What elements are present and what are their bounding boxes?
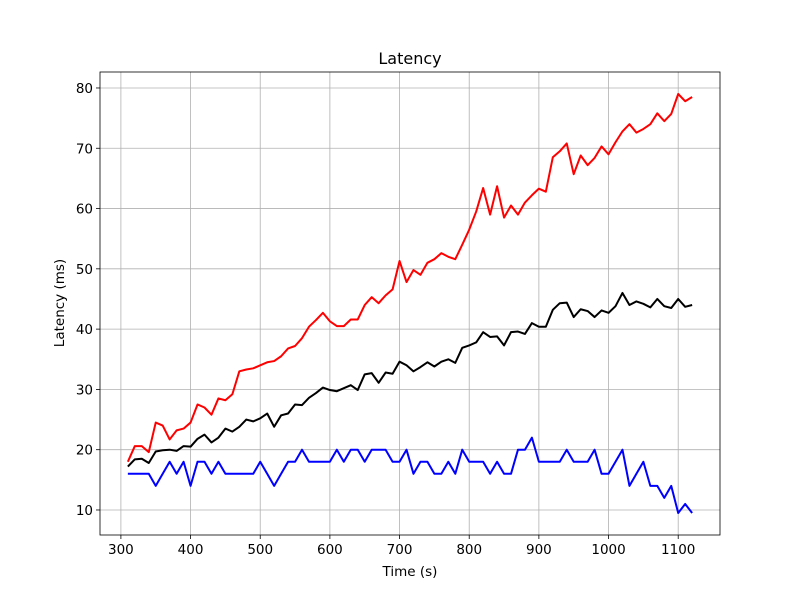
x-tick-label: 500 bbox=[247, 542, 273, 558]
grid bbox=[100, 72, 720, 535]
axes: 300 400 500 600 700 800 900 1000 1100 10 20 30 40 50 6… bbox=[76, 71, 721, 558]
x-tick-label: 600 bbox=[317, 542, 343, 558]
plot-frame bbox=[99, 71, 721, 536]
x-tick-label: 700 bbox=[387, 542, 413, 558]
y-tick-label: 80 bbox=[76, 81, 93, 97]
series-line bbox=[126, 93, 693, 463]
x-tick-label: 800 bbox=[456, 542, 482, 558]
x-tick-label: 1100 bbox=[661, 542, 695, 558]
lines bbox=[126, 93, 693, 514]
series-line bbox=[127, 291, 693, 468]
y-tick-label: 60 bbox=[76, 202, 93, 218]
y-tick-label: 40 bbox=[76, 322, 93, 338]
x-tick-label: 400 bbox=[178, 542, 204, 558]
x-axis-label: Time (s) bbox=[382, 564, 438, 580]
y-tick-label: 50 bbox=[76, 262, 93, 278]
chart-title: Latency bbox=[378, 49, 441, 68]
y-tick-label: 70 bbox=[76, 141, 93, 157]
x-tick-label: 300 bbox=[108, 542, 134, 558]
y-axis-label: Latency (ms) bbox=[52, 259, 68, 347]
series-line bbox=[127, 436, 693, 514]
y-tick-label: 10 bbox=[76, 503, 93, 519]
y-tick-label: 20 bbox=[76, 443, 93, 459]
x-tick-label: 900 bbox=[526, 542, 552, 558]
y-tick-label: 30 bbox=[76, 382, 93, 398]
x-tick-label: 1000 bbox=[591, 542, 625, 558]
